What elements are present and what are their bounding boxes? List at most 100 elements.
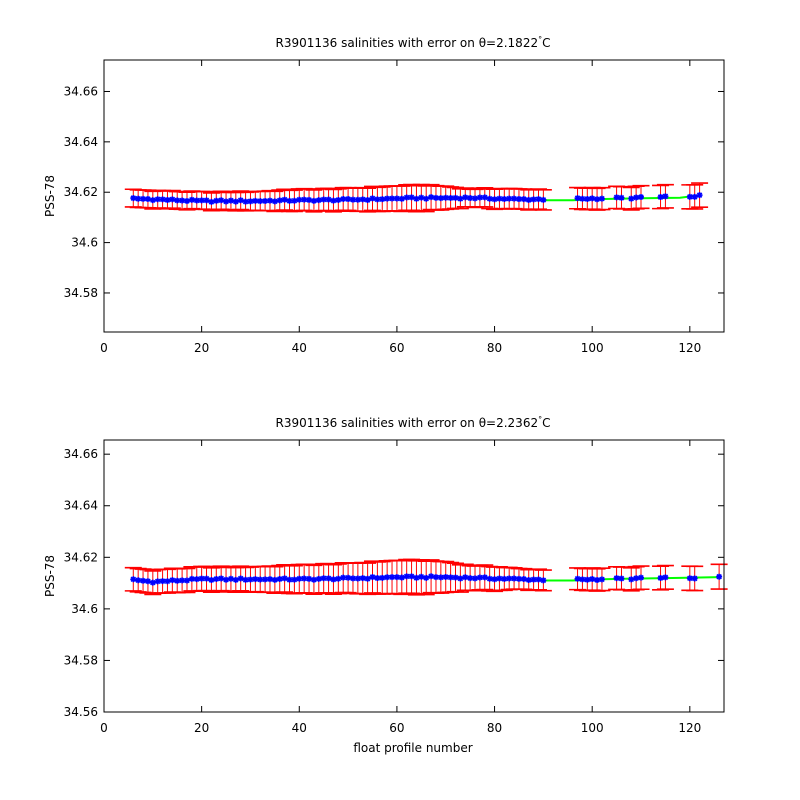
salinity-point (271, 576, 278, 583)
salinity-point (452, 194, 459, 201)
salinity-point (413, 574, 420, 581)
x-tick-label: 100 (581, 341, 604, 355)
salinity-point (232, 198, 239, 205)
x-tick-label: 0 (100, 721, 108, 735)
salinity-point (403, 573, 410, 580)
salinity-point (286, 197, 293, 204)
salinity-point (501, 196, 508, 203)
salinity-point (159, 578, 166, 585)
salinity-point (413, 195, 420, 202)
salinity-point (686, 193, 693, 200)
salinity-point (530, 576, 537, 583)
y-tick-label: 34.66 (64, 84, 98, 98)
salinity-point (291, 197, 298, 204)
salinity-point (257, 198, 264, 205)
salinity-point (594, 196, 601, 203)
salinity-point (301, 575, 308, 582)
salinity-point (598, 576, 605, 583)
salinity-point (506, 575, 513, 582)
salinity-point (584, 576, 591, 583)
salinity-point (437, 195, 444, 202)
salinity-point (467, 575, 474, 582)
top-panel-axes-box (103, 59, 725, 333)
salinity-point (179, 577, 186, 584)
salinity-point (359, 575, 366, 582)
bottom-salinity-panel: R3901136 salinities with error on θ=2.23… (43, 415, 728, 755)
salinity-point (330, 197, 337, 204)
salinity-point (633, 194, 640, 201)
salinity-point (472, 575, 479, 582)
x-tick-label: 80 (487, 721, 502, 735)
salinity-point (281, 196, 288, 203)
salinity-point (203, 575, 210, 582)
salinity-point (520, 576, 527, 583)
salinity-point (310, 576, 317, 583)
bottom-panel-axes-box (103, 439, 725, 713)
salinity-point (442, 194, 449, 201)
salinity-point (633, 575, 640, 582)
salinity-point (345, 196, 352, 203)
salinity-point (364, 197, 371, 204)
salinity-point (188, 196, 195, 203)
salinity-point (437, 574, 444, 581)
salinity-point (345, 574, 352, 581)
salinity-point (315, 575, 322, 582)
bottom-panel-ticks: 0 20 40 60 80 100 120 34.56 34.58 34.6 34.62 34.64 3… (64, 440, 724, 735)
salinity-point (335, 196, 342, 203)
salinity-point (613, 194, 620, 201)
salinity-point (183, 197, 190, 204)
salinity-point (262, 576, 269, 583)
salinity-point (193, 576, 200, 583)
salinity-point (496, 195, 503, 202)
salinity-point (223, 198, 230, 205)
salinity-point (594, 576, 601, 583)
salinity-point (481, 194, 488, 201)
salinity-point (511, 195, 518, 202)
salinity-point (140, 195, 147, 202)
salinity-point (218, 197, 225, 204)
salinity-point (301, 196, 308, 203)
salinity-point (384, 195, 391, 202)
salinity-point (486, 195, 493, 202)
salinity-point (432, 194, 439, 201)
x-tick-label: 20 (194, 721, 209, 735)
x-tick-label: 80 (487, 341, 502, 355)
salinity-point (227, 575, 234, 582)
salinity-point (130, 576, 137, 583)
y-tick-label: 34.56 (64, 705, 98, 719)
salinity-point (403, 194, 410, 201)
salinity-point (574, 575, 581, 582)
salinity-point (364, 575, 371, 582)
salinity-point (325, 575, 332, 582)
salinity-point (579, 195, 586, 202)
salinity-point (247, 198, 254, 205)
salinity-point (481, 574, 488, 581)
salinity-point (164, 196, 171, 203)
salinity-point (325, 196, 332, 203)
x-tick-label: 20 (194, 341, 209, 355)
salinity-point (618, 575, 625, 582)
salinity-point (135, 195, 142, 202)
salinity-point (476, 194, 483, 201)
salinity-point (398, 195, 405, 202)
salinity-point (359, 196, 366, 203)
salinity-point (203, 197, 210, 204)
salinity-point (276, 197, 283, 204)
salinity-point (208, 198, 215, 205)
salinity-point (208, 577, 215, 584)
salinity-point (169, 577, 176, 584)
salinity-point (369, 574, 376, 581)
salinity-point (540, 577, 547, 584)
top-panel-ticks: 0 20 40 60 80 100 120 34.58 34.6 34.62 34.64 34.66 (64, 60, 724, 355)
salinity-point (618, 194, 625, 201)
salinity-point (149, 579, 156, 586)
x-tick-label: 40 (292, 341, 307, 355)
salinity-point (149, 197, 156, 204)
salinity-point (515, 196, 522, 203)
salinity-point (613, 575, 620, 582)
salinity-point (135, 577, 142, 584)
salinity-point (242, 576, 249, 583)
salinity-point (423, 574, 430, 581)
salinity-point (579, 576, 586, 583)
salinity-point (354, 196, 361, 203)
